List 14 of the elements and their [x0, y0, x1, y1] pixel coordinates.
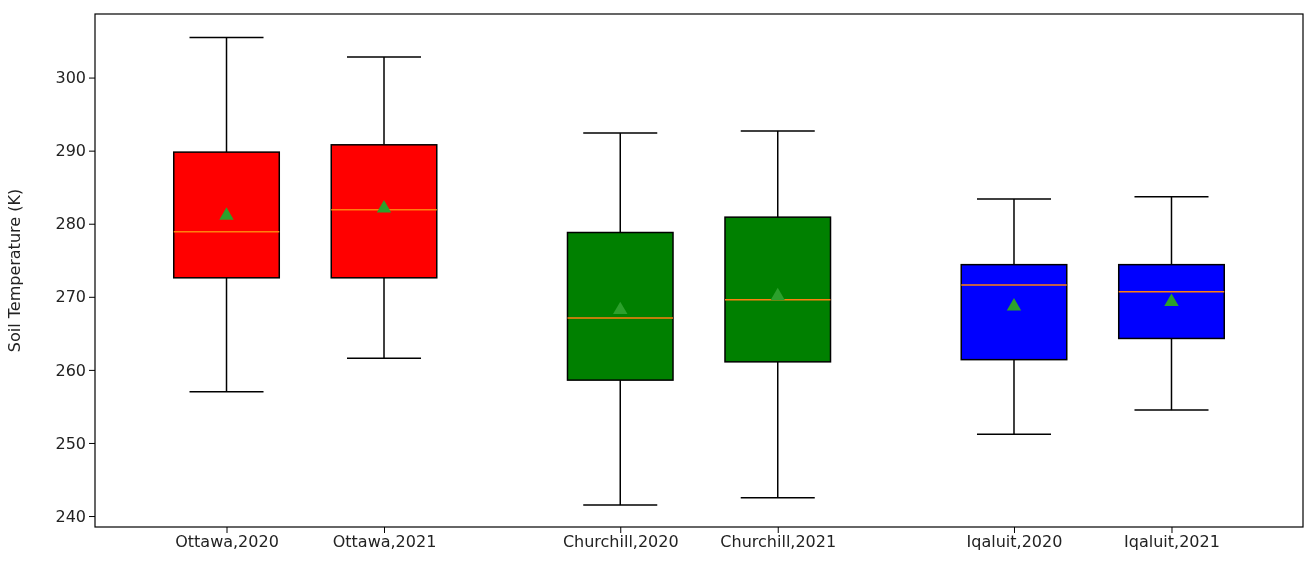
- x-tick-label: Ottawa,2020: [175, 532, 279, 552]
- x-tick-label: Ottawa,2021: [332, 532, 437, 552]
- x-tick-label: Iqaluit,2020: [966, 532, 1063, 552]
- y-tick-label: 270: [55, 287, 86, 307]
- y-tick-label: 260: [55, 360, 86, 380]
- y-axis-title: Soil Temperature (K): [5, 188, 24, 353]
- x-tick-label: Churchill,2021: [720, 532, 837, 552]
- y-tick-label: 290: [55, 141, 86, 161]
- x-tick-label: Churchill,2020: [562, 532, 679, 552]
- y-tick-label: 250: [55, 433, 86, 453]
- y-tick-label: 300: [55, 68, 86, 88]
- y-tick-label: 240: [55, 506, 86, 526]
- y-tick-label: 280: [55, 214, 86, 234]
- x-tick-label: Iqaluit,2021: [1124, 532, 1220, 552]
